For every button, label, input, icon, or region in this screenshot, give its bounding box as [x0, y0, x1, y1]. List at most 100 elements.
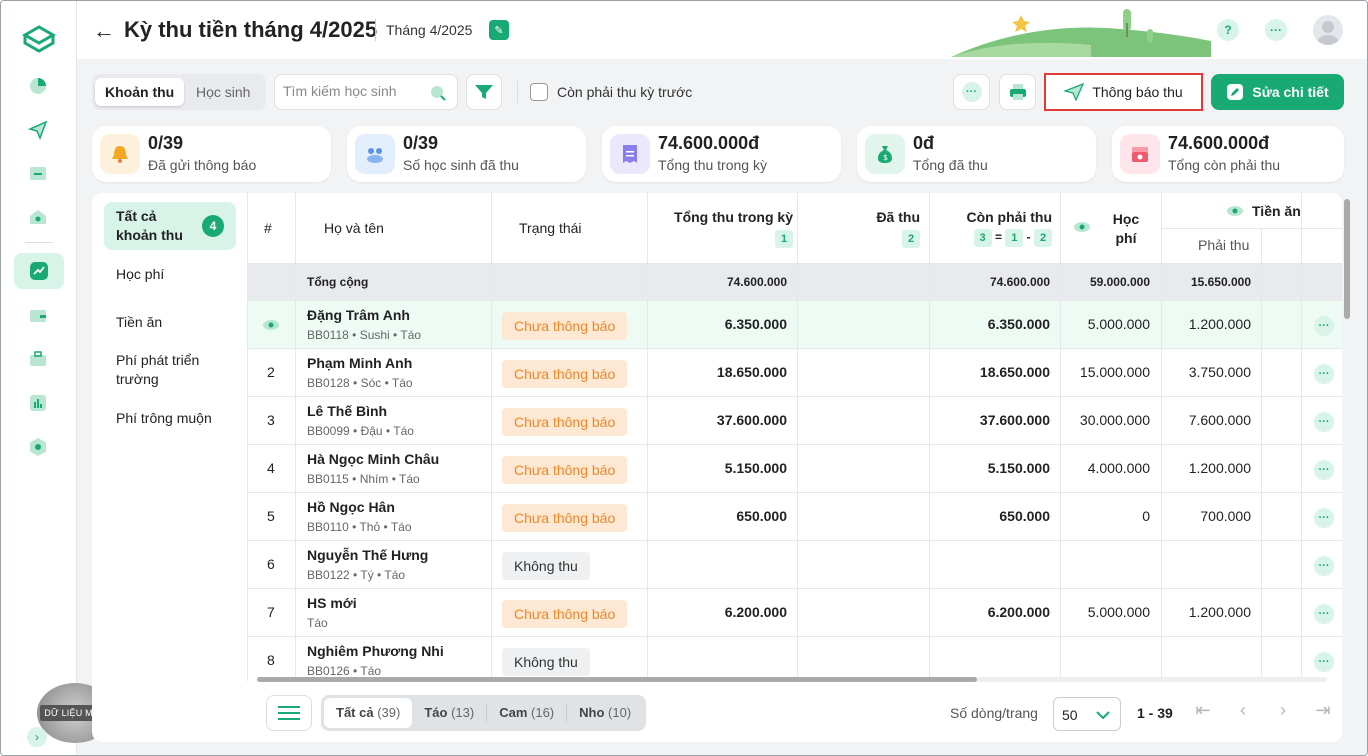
- pencil-icon: [1227, 84, 1244, 100]
- category-tuition[interactable]: Học phí: [116, 266, 165, 282]
- table-row[interactable]: 3 Lê Thế Bình BB0099 • Đậu • Táo Chưa th…: [248, 397, 1342, 445]
- users-icon: [355, 134, 395, 174]
- segment-tao[interactable]: Táo (13): [424, 705, 475, 720]
- column-menu-button[interactable]: [266, 695, 312, 731]
- row-more-icon[interactable]: ···: [1314, 556, 1334, 576]
- rows-per-page-select[interactable]: 50: [1053, 697, 1121, 731]
- col-tuition: Học phí: [1112, 211, 1140, 246]
- student-name[interactable]: Đặng Trâm Anh: [307, 307, 410, 323]
- next-page-icon[interactable]: ›: [1280, 699, 1286, 720]
- row-more-icon[interactable]: ···: [1314, 460, 1334, 480]
- vertical-scrollbar[interactable]: [1344, 199, 1350, 671]
- folder-icon[interactable]: [26, 161, 50, 185]
- table-row[interactable]: Đặng Trâm Anh BB0118 • Sushi • Táo Chưa …: [248, 301, 1342, 349]
- row-more-icon[interactable]: ···: [1314, 412, 1334, 432]
- send-notification-button[interactable]: Thông báo thu: [1044, 73, 1203, 111]
- cell-tuition: 0: [1142, 508, 1150, 524]
- segment-all[interactable]: Tất cả (39): [324, 698, 413, 728]
- sidebar: DỮ LIỆU MẪU ›: [1, 1, 113, 755]
- col-remaining-label: Còn phải thu: [966, 209, 1052, 225]
- avatar[interactable]: [1313, 15, 1343, 45]
- cash-stack-icon: [1120, 134, 1160, 174]
- tab-fees[interactable]: Khoản thu: [95, 78, 185, 106]
- student-meta: BB0099 • Đậu • Táo: [307, 424, 414, 438]
- row-index: 8: [267, 652, 275, 668]
- total-row: Tổng cộng 74.600.000 74.600.000 59.000.0…: [248, 263, 1342, 301]
- stat-card-notified: 0/39 Đã gửi thông báo: [92, 126, 331, 182]
- table-row[interactable]: 6 Nguyễn Thế Hưng BB0122 • Tý • Táo Khôn…: [248, 541, 1342, 589]
- table-row[interactable]: 7 HS mới Táo Chưa thông báo 6.200.000 6.…: [248, 589, 1342, 637]
- category-meals[interactable]: Tiền ăn: [116, 314, 163, 330]
- segment-nho[interactable]: Nho (10): [579, 705, 632, 720]
- row-view-eye-icon[interactable]: [262, 318, 280, 335]
- meals-eye-icon[interactable]: [1226, 204, 1244, 221]
- more-apps-icon[interactable]: ···: [1265, 19, 1287, 41]
- col-meals: Tiền ăn: [1252, 203, 1301, 219]
- rows-per-page-label: Số dòng/trang: [950, 705, 1038, 721]
- student-name[interactable]: Hà Ngọc Minh Châu: [307, 451, 440, 467]
- help-icon[interactable]: ?: [1217, 19, 1239, 41]
- row-more-icon[interactable]: ···: [1314, 652, 1334, 672]
- cell-period-total: 6.200.000: [724, 604, 787, 620]
- print-button[interactable]: [999, 74, 1036, 110]
- edit-details-button[interactable]: Sửa chi tiết: [1211, 74, 1344, 110]
- filter-button[interactable]: [466, 74, 502, 110]
- student-name[interactable]: HS mới: [307, 595, 357, 611]
- period-label: Tháng 4/2025: [386, 22, 473, 38]
- tuition-eye-icon[interactable]: [1073, 220, 1091, 237]
- table-row[interactable]: 4 Hà Ngọc Minh Châu BB0115 • Nhím • Táo …: [248, 445, 1342, 493]
- first-page-icon[interactable]: ⇤: [1195, 699, 1211, 720]
- home-heart-icon[interactable]: [26, 205, 50, 229]
- horizontal-scrollbar[interactable]: [257, 677, 1327, 682]
- dashboard-icon[interactable]: [26, 74, 50, 98]
- category-late-pickup-fee[interactable]: Phí trông muộn: [116, 410, 212, 426]
- row-more-icon[interactable]: ···: [1314, 604, 1334, 624]
- col-remaining: Còn phải thu 3 = 1 - 2: [938, 209, 1052, 247]
- student-meta: BB0110 • Thỏ • Táo: [307, 520, 412, 534]
- more-actions-button[interactable]: ···: [953, 74, 990, 110]
- expand-sidebar-button[interactable]: ›: [27, 727, 47, 747]
- prev-page-icon[interactable]: ‹: [1240, 699, 1246, 720]
- table-row[interactable]: 5 Hồ Ngọc Hân BB0110 • Thỏ • Táo Chưa th…: [248, 493, 1342, 541]
- edit-period-button[interactable]: ✎: [489, 20, 509, 40]
- scrollbar-thumb[interactable]: [257, 677, 977, 682]
- settings-icon[interactable]: [26, 435, 50, 459]
- segment-cam[interactable]: Cam (16): [499, 705, 555, 720]
- scrollbar-thumb[interactable]: [1344, 199, 1350, 319]
- app-logo-icon[interactable]: [21, 23, 57, 55]
- last-page-icon[interactable]: ⇥: [1315, 699, 1331, 720]
- category-development-fee[interactable]: Phí phát triển trường: [116, 352, 200, 387]
- student-name[interactable]: Nghiêm Phương Nhi: [307, 643, 444, 659]
- row-more-icon[interactable]: ···: [1314, 508, 1334, 528]
- search-icon[interactable]: [429, 84, 447, 102]
- student-name[interactable]: Phạm Minh Anh: [307, 355, 413, 371]
- category-all[interactable]: Tất cả khoản thu 4: [104, 202, 236, 250]
- grid-line: [1161, 193, 1162, 681]
- formula-operator: =: [994, 230, 1002, 244]
- finance-chart-icon[interactable]: [27, 259, 51, 283]
- row-more-icon[interactable]: ···: [1314, 364, 1334, 384]
- table-row[interactable]: 8 Nghiêm Phương Nhi BB0126 • Táo Không t…: [248, 637, 1342, 681]
- table-row[interactable]: 2 Phạm Minh Anh BB0128 • Sóc • Táo Chưa …: [248, 349, 1342, 397]
- row-more-icon[interactable]: ···: [1314, 316, 1334, 336]
- cell-meals: 7.600.000: [1188, 412, 1251, 428]
- category-count-badge: 4: [202, 215, 224, 237]
- student-name[interactable]: Nguyễn Thế Hưng: [307, 547, 429, 563]
- previous-period-checkbox[interactable]: [530, 83, 548, 101]
- send-icon[interactable]: [26, 118, 50, 142]
- report-icon[interactable]: [26, 391, 50, 415]
- cell-remaining: 650.000: [999, 508, 1050, 524]
- wallet-icon[interactable]: [26, 304, 50, 328]
- student-name[interactable]: Lê Thế Bình: [307, 403, 388, 419]
- briefcase-icon[interactable]: [26, 347, 50, 371]
- student-name[interactable]: Hồ Ngọc Hân: [307, 499, 395, 515]
- search-input[interactable]: [283, 83, 433, 99]
- back-arrow-icon[interactable]: ←: [93, 18, 115, 43]
- title-divider: [375, 19, 376, 41]
- cell-tuition: 5.000.000: [1087, 316, 1150, 332]
- tab-students[interactable]: Học sinh: [196, 84, 251, 100]
- total-remaining: 74.600.000: [989, 275, 1050, 289]
- decorative-hill-illustration: [951, 9, 1211, 57]
- formula-operator: -: [1026, 230, 1031, 244]
